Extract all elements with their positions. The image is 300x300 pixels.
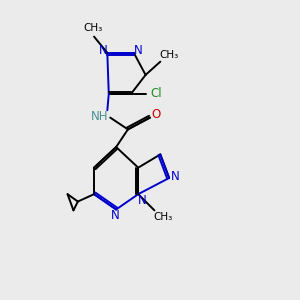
Text: O: O (152, 108, 161, 121)
Text: N: N (171, 170, 180, 183)
Text: Cl: Cl (150, 87, 162, 100)
Text: N: N (98, 44, 107, 57)
Text: NH: NH (91, 110, 109, 123)
Text: N: N (111, 209, 120, 223)
Text: CH₃: CH₃ (159, 50, 178, 60)
Text: CH₃: CH₃ (153, 212, 172, 222)
Text: N: N (134, 44, 142, 57)
Text: CH₃: CH₃ (84, 23, 103, 33)
Text: N: N (137, 194, 146, 207)
